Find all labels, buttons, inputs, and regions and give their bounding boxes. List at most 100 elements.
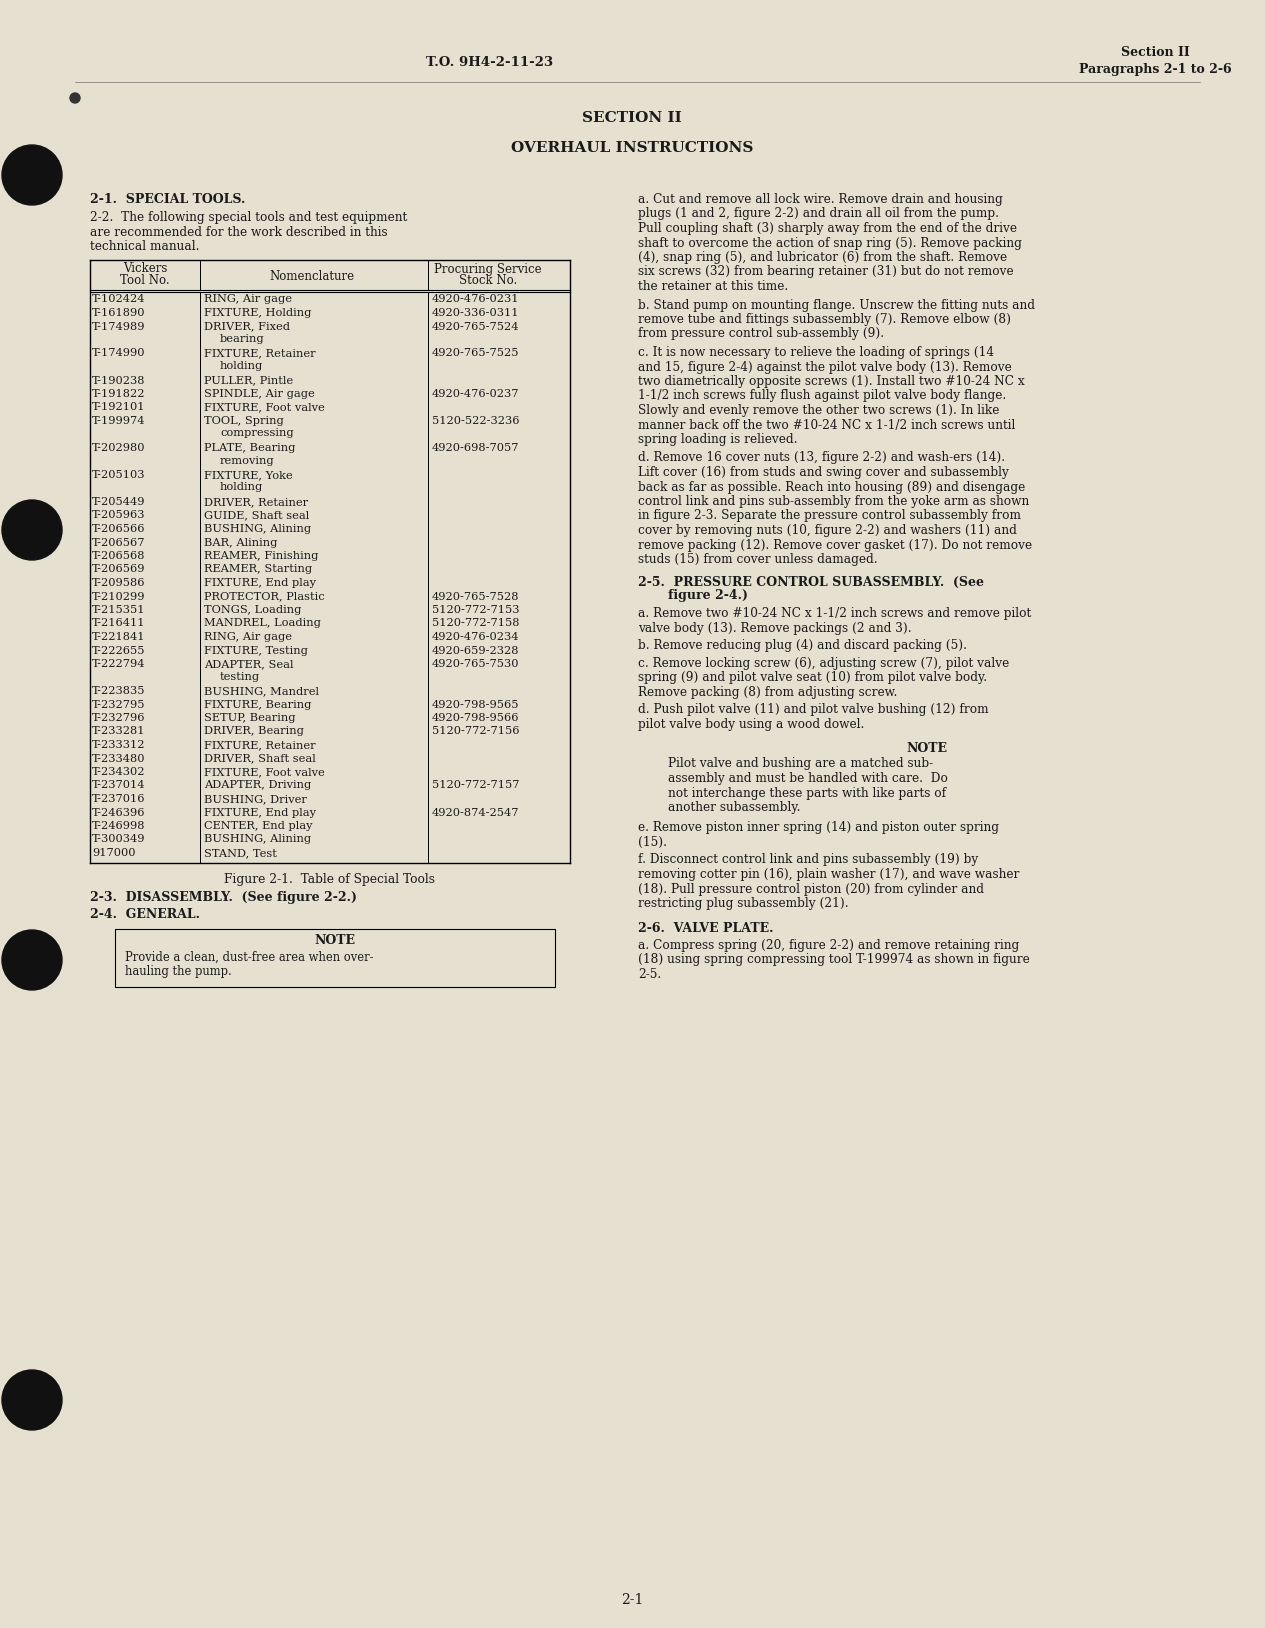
Text: 5120-772-7153: 5120-772-7153 bbox=[433, 606, 520, 615]
Text: T-233281: T-233281 bbox=[92, 726, 145, 736]
Text: (18). Pull pressure control piston (20) from cylinder and: (18). Pull pressure control piston (20) … bbox=[638, 882, 984, 895]
Text: are recommended for the work described in this: are recommended for the work described i… bbox=[90, 226, 387, 238]
Text: b. Remove reducing plug (4) and discard packing (5).: b. Remove reducing plug (4) and discard … bbox=[638, 640, 966, 653]
Text: compressing: compressing bbox=[220, 428, 293, 438]
Text: DRIVER, Shaft seal: DRIVER, Shaft seal bbox=[204, 754, 316, 764]
Text: FIXTURE, Bearing: FIXTURE, Bearing bbox=[204, 700, 311, 710]
Text: and 15, figure 2-4) against the pilot valve body (13). Remove: and 15, figure 2-4) against the pilot va… bbox=[638, 360, 1012, 373]
Text: T-237016: T-237016 bbox=[92, 794, 145, 804]
Circle shape bbox=[3, 1371, 62, 1429]
Text: T-221841: T-221841 bbox=[92, 632, 145, 641]
Text: T-206569: T-206569 bbox=[92, 565, 145, 575]
Circle shape bbox=[3, 145, 62, 205]
Text: DRIVER, Bearing: DRIVER, Bearing bbox=[204, 726, 304, 736]
Text: T-222655: T-222655 bbox=[92, 645, 145, 656]
Text: T-300349: T-300349 bbox=[92, 835, 145, 845]
Text: c. It is now necessary to relieve the loading of springs (14: c. It is now necessary to relieve the lo… bbox=[638, 347, 994, 360]
Text: FIXTURE, Yoke: FIXTURE, Yoke bbox=[204, 470, 292, 480]
Text: FIXTURE, Retainer: FIXTURE, Retainer bbox=[204, 741, 316, 751]
Text: Pull coupling shaft (3) sharply away from the end of the drive: Pull coupling shaft (3) sharply away fro… bbox=[638, 221, 1017, 234]
Text: another subassembly.: another subassembly. bbox=[668, 801, 801, 814]
Text: T-234302: T-234302 bbox=[92, 767, 145, 777]
Text: Lift cover (16) from studs and swing cover and subassembly: Lift cover (16) from studs and swing cov… bbox=[638, 466, 1009, 479]
Text: Slowly and evenly remove the other two screws (1). In like: Slowly and evenly remove the other two s… bbox=[638, 404, 999, 417]
Text: valve body (13). Remove packings (2 and 3).: valve body (13). Remove packings (2 and … bbox=[638, 622, 912, 635]
Text: 4920-765-7525: 4920-765-7525 bbox=[433, 348, 520, 358]
Text: FIXTURE, Retainer: FIXTURE, Retainer bbox=[204, 348, 316, 358]
Text: CENTER, End play: CENTER, End play bbox=[204, 821, 312, 830]
Text: 5120-772-7158: 5120-772-7158 bbox=[433, 619, 520, 628]
Text: T-246396: T-246396 bbox=[92, 807, 145, 817]
Text: Nomenclature: Nomenclature bbox=[269, 270, 354, 283]
Text: T.O. 9H4-2-11-23: T.O. 9H4-2-11-23 bbox=[426, 55, 554, 68]
Text: PLATE, Bearing: PLATE, Bearing bbox=[204, 443, 295, 453]
Text: T-102424: T-102424 bbox=[92, 295, 145, 304]
Text: Tool No.: Tool No. bbox=[120, 274, 170, 287]
Text: T-232795: T-232795 bbox=[92, 700, 145, 710]
Text: Remove packing (8) from adjusting screw.: Remove packing (8) from adjusting screw. bbox=[638, 685, 897, 698]
Text: Paragraphs 2-1 to 2-6: Paragraphs 2-1 to 2-6 bbox=[1079, 63, 1231, 77]
Text: DRIVER, Retainer: DRIVER, Retainer bbox=[204, 497, 309, 506]
Text: cover by removing nuts (10, figure 2-2) and washers (11) and: cover by removing nuts (10, figure 2-2) … bbox=[638, 524, 1017, 537]
Text: removing: removing bbox=[220, 456, 275, 466]
Text: BUSHING, Driver: BUSHING, Driver bbox=[204, 794, 307, 804]
Text: 2-5.  PRESSURE CONTROL SUBASSEMBLY.  (See: 2-5. PRESSURE CONTROL SUBASSEMBLY. (See bbox=[638, 576, 984, 588]
Text: T-216411: T-216411 bbox=[92, 619, 145, 628]
Text: TONGS, Loading: TONGS, Loading bbox=[204, 606, 301, 615]
Text: 4920-874-2547: 4920-874-2547 bbox=[433, 807, 520, 817]
Text: 4920-765-7530: 4920-765-7530 bbox=[433, 659, 520, 669]
Text: f. Disconnect control link and pins subassembly (19) by: f. Disconnect control link and pins suba… bbox=[638, 853, 978, 866]
Text: TOOL, Spring: TOOL, Spring bbox=[204, 417, 283, 427]
Bar bbox=[115, 928, 555, 987]
Text: SETUP, Bearing: SETUP, Bearing bbox=[204, 713, 296, 723]
Text: NOTE: NOTE bbox=[906, 741, 947, 754]
Text: Procuring Service: Procuring Service bbox=[434, 262, 541, 275]
Text: technical manual.: technical manual. bbox=[90, 239, 200, 252]
Text: Vickers: Vickers bbox=[123, 262, 167, 275]
Circle shape bbox=[3, 930, 62, 990]
Text: BUSHING, Alining: BUSHING, Alining bbox=[204, 524, 311, 534]
Text: FIXTURE, Testing: FIXTURE, Testing bbox=[204, 645, 307, 656]
Text: T-237014: T-237014 bbox=[92, 780, 145, 791]
Text: BUSHING, Alining: BUSHING, Alining bbox=[204, 835, 311, 845]
Text: from pressure control sub-assembly (9).: from pressure control sub-assembly (9). bbox=[638, 327, 884, 340]
Text: ADAPTER, Driving: ADAPTER, Driving bbox=[204, 780, 311, 791]
Text: 4920-765-7528: 4920-765-7528 bbox=[433, 591, 520, 601]
Text: MANDREL, Loading: MANDREL, Loading bbox=[204, 619, 321, 628]
Text: 2-4.  GENERAL.: 2-4. GENERAL. bbox=[90, 908, 200, 921]
Text: T-233480: T-233480 bbox=[92, 754, 145, 764]
Text: 1-1/2 inch screws fully flush against pilot valve body flange.: 1-1/2 inch screws fully flush against pi… bbox=[638, 389, 1006, 402]
Text: 2-2.  The following special tools and test equipment: 2-2. The following special tools and tes… bbox=[90, 212, 407, 225]
Text: SPINDLE, Air gage: SPINDLE, Air gage bbox=[204, 389, 315, 399]
Text: FIXTURE, End play: FIXTURE, End play bbox=[204, 578, 316, 588]
Text: STAND, Test: STAND, Test bbox=[204, 848, 277, 858]
Text: FIXTURE, Foot valve: FIXTURE, Foot valve bbox=[204, 402, 325, 412]
Text: REAMER, Finishing: REAMER, Finishing bbox=[204, 550, 319, 562]
Text: a. Compress spring (20, figure 2-2) and remove retaining ring: a. Compress spring (20, figure 2-2) and … bbox=[638, 938, 1020, 951]
Text: 4920-798-9565: 4920-798-9565 bbox=[433, 700, 520, 710]
Text: PULLER, Pintle: PULLER, Pintle bbox=[204, 376, 293, 386]
Text: 4920-798-9566: 4920-798-9566 bbox=[433, 713, 520, 723]
Text: 4920-698-7057: 4920-698-7057 bbox=[433, 443, 520, 453]
Text: GUIDE, Shaft seal: GUIDE, Shaft seal bbox=[204, 511, 309, 521]
Text: remove tube and fittings subassembly (7). Remove elbow (8): remove tube and fittings subassembly (7)… bbox=[638, 313, 1011, 326]
Text: 4920-476-0237: 4920-476-0237 bbox=[433, 389, 520, 399]
Text: BUSHING, Mandrel: BUSHING, Mandrel bbox=[204, 685, 319, 697]
Text: 2-6.  VALVE PLATE.: 2-6. VALVE PLATE. bbox=[638, 923, 773, 936]
Text: d. Remove 16 cover nuts (13, figure 2-2) and wash-ers (14).: d. Remove 16 cover nuts (13, figure 2-2)… bbox=[638, 451, 1006, 464]
Text: 2-1: 2-1 bbox=[621, 1594, 643, 1607]
Text: a. Cut and remove all lock wire. Remove drain and housing: a. Cut and remove all lock wire. Remove … bbox=[638, 194, 1003, 207]
Text: testing: testing bbox=[220, 671, 261, 682]
Text: T-205103: T-205103 bbox=[92, 470, 145, 480]
Text: OVERHAUL INSTRUCTIONS: OVERHAUL INSTRUCTIONS bbox=[511, 142, 753, 155]
Text: T-174990: T-174990 bbox=[92, 348, 145, 358]
Text: the retainer at this time.: the retainer at this time. bbox=[638, 280, 788, 293]
Circle shape bbox=[3, 500, 62, 560]
Text: ADAPTER, Seal: ADAPTER, Seal bbox=[204, 659, 293, 669]
Text: PROTECTOR, Plastic: PROTECTOR, Plastic bbox=[204, 591, 325, 601]
Text: b. Stand pump on mounting flange. Unscrew the fitting nuts and: b. Stand pump on mounting flange. Unscre… bbox=[638, 298, 1035, 311]
Text: T-215351: T-215351 bbox=[92, 606, 145, 615]
Text: T-210299: T-210299 bbox=[92, 591, 145, 601]
Text: T-202980: T-202980 bbox=[92, 443, 145, 453]
Text: (4), snap ring (5), and lubricator (6) from the shaft. Remove: (4), snap ring (5), and lubricator (6) f… bbox=[638, 251, 1007, 264]
